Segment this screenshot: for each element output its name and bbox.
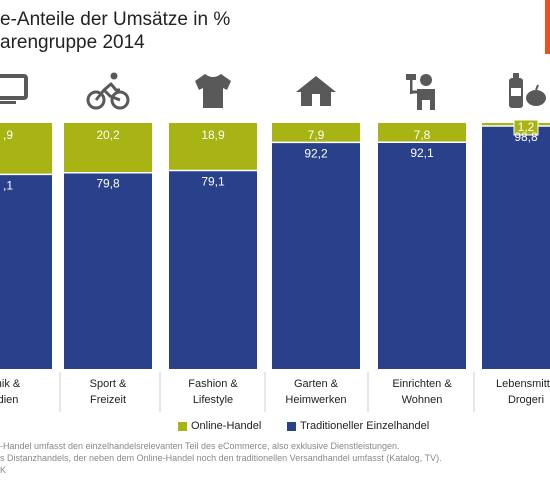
category-label-line2: Drogeri	[507, 394, 545, 406]
value-label-traditional-2: 79,1	[201, 174, 225, 188]
category-label-5: Lebensmitte Drogeri	[470, 376, 550, 408]
category-label-0: nik & dien	[0, 376, 64, 408]
monitor-icon	[0, 70, 30, 117]
title-line-1: e-Anteile der Umsätze in %	[0, 9, 231, 30]
value-label-online-3: 7,9	[308, 128, 325, 142]
title-line-2: arengruppe 2014	[0, 32, 145, 53]
bar-traditional-3	[272, 142, 360, 369]
category-label-line1: Einrichten &	[392, 378, 452, 390]
tshirt-icon	[191, 70, 235, 117]
value-box-online-5	[513, 119, 539, 136]
category-label-1: Sport & Freizeit	[52, 376, 164, 408]
bar-online-4	[378, 123, 466, 143]
value-label-traditional-4: 92,1	[410, 146, 434, 160]
brand-mark	[545, 0, 550, 54]
category-label-line2: Freizeit	[89, 394, 127, 406]
value-label-online-0: ,9	[3, 128, 13, 142]
category-label-line1: Garten &	[293, 378, 339, 390]
bar-online-1	[64, 123, 152, 173]
house-icon	[294, 70, 338, 117]
bicycle-icon	[86, 70, 130, 117]
legend-item-online: Online-Handel	[178, 420, 261, 432]
legend-label-traditional: Traditioneller Einzelhandel	[300, 420, 430, 432]
value-label-online-4: 7,8	[414, 128, 431, 142]
footnote-line-3: K	[0, 465, 7, 475]
category-label-line1: Fashion &	[188, 378, 238, 390]
legend-label-online: Online-Handel	[191, 420, 262, 432]
footnote-line-1: -Handel umfasst den einzelhandelsrelevan…	[0, 441, 400, 451]
chart-title: e-Anteile der Umsätze in % arengruppe 20…	[0, 8, 230, 54]
footnote-line-2: s Distanzhandels, der neben dem Online-H…	[0, 453, 442, 463]
value-label-traditional-5: 98,8	[514, 130, 538, 144]
category-label-line1: Sport &	[89, 378, 127, 390]
legend-swatch-traditional	[287, 421, 296, 431]
bar-traditional-2	[169, 170, 257, 369]
bar-traditional-1	[64, 172, 152, 369]
category-label-line2: Wohnen	[401, 394, 443, 406]
groceries-icon	[504, 70, 548, 117]
value-label-traditional-0: ,1	[3, 178, 13, 192]
painter-icon	[400, 70, 444, 117]
bar-online-2	[169, 123, 257, 171]
category-label-line1: Lebensmitte	[496, 378, 550, 390]
bar-online-3	[272, 123, 360, 143]
category-label-line2: Lifestyle	[192, 394, 234, 406]
category-label-line2: dien	[0, 394, 19, 406]
legend-swatch-online	[178, 421, 187, 431]
bar-online-0	[0, 123, 52, 175]
value-label-traditional-3: 92,2	[304, 146, 328, 160]
legend-item-traditional: Traditioneller Einzelhandel	[287, 420, 429, 432]
value-label-online-5: 1,2	[518, 120, 535, 134]
value-label-online-1: 20,2	[96, 128, 120, 142]
bar-traditional-0	[0, 174, 52, 369]
category-label-line1: nik &	[0, 378, 21, 390]
category-label-2: Fashion & Lifestyle	[157, 376, 269, 408]
category-label-line2: Heimwerken	[285, 394, 347, 406]
bar-traditional-4	[378, 142, 466, 369]
category-label-3: Garten & Heimwerken	[260, 376, 372, 408]
value-label-online-2: 18,9	[201, 128, 225, 142]
category-label-4: Einrichten & Wohnen	[366, 376, 478, 408]
bar-traditional-5	[482, 125, 550, 370]
value-label-traditional-1: 79,8	[96, 177, 120, 191]
